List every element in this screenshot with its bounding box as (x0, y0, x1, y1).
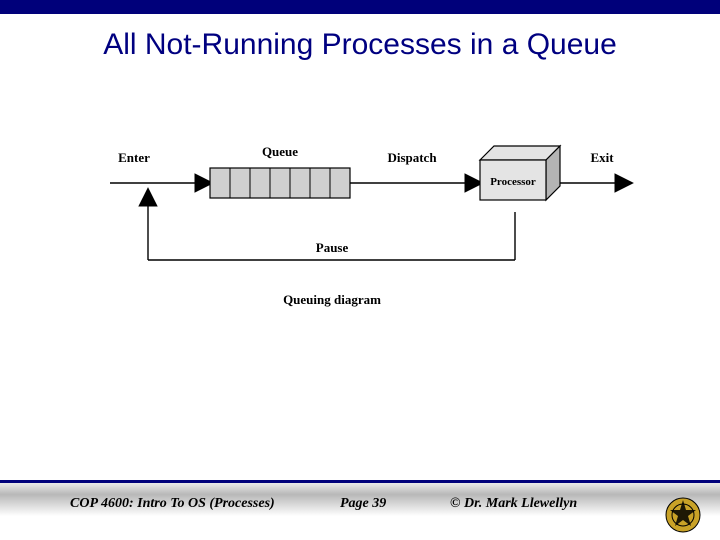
footer-course: COP 4600: Intro To OS (Processes) (70, 496, 275, 512)
slide: All Not-Running Processes in a Queue Ent… (0, 0, 720, 540)
svg-text:Exit: Exit (590, 150, 614, 165)
footer-page: Page 39 (340, 496, 386, 512)
svg-text:Processor: Processor (490, 176, 536, 188)
svg-text:Pause: Pause (316, 240, 349, 255)
page-title: All Not-Running Processes in a Queue (0, 28, 720, 62)
ucf-logo (664, 496, 702, 534)
top-accent-bar (0, 0, 720, 14)
svg-text:Queuing diagram: Queuing diagram (283, 292, 381, 307)
svg-text:Dispatch: Dispatch (387, 150, 437, 165)
svg-text:Enter: Enter (118, 150, 150, 165)
diagram-svg: Enter Queue Dispatch Processor Exit Pause Queu… (70, 120, 650, 320)
queuing-diagram: Enter Queue Dispatch Processor Exit Pause Queu… (70, 120, 650, 320)
svg-text:Queue: Queue (262, 144, 298, 159)
logo-icon (664, 496, 702, 534)
footer-author: © Dr. Mark Llewellyn (450, 496, 577, 512)
